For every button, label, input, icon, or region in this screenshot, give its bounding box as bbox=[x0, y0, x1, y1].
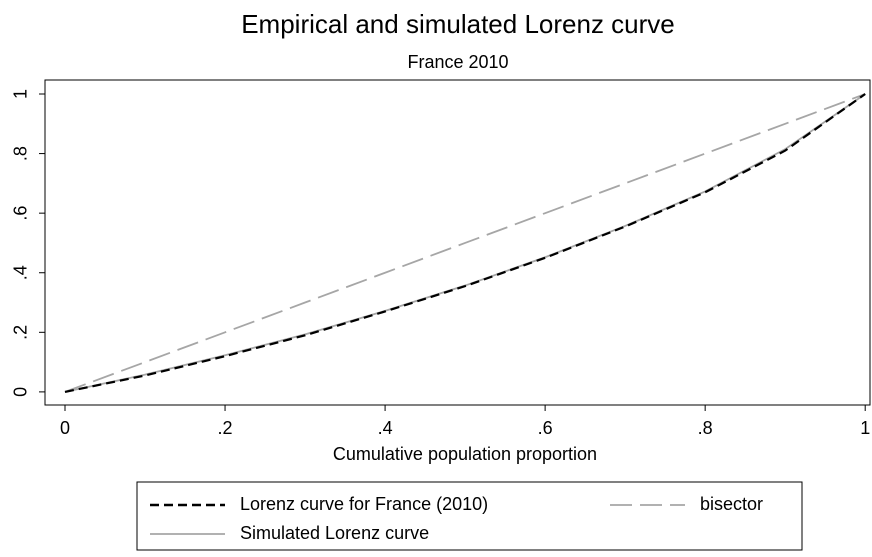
x-tick-label: .4 bbox=[378, 418, 393, 438]
y-tick-label: .2 bbox=[11, 325, 31, 340]
x-tick-label: .8 bbox=[698, 418, 713, 438]
plot-frame bbox=[44, 79, 871, 406]
series-line bbox=[64, 93, 866, 393]
chart-subtitle: France 2010 bbox=[407, 52, 508, 72]
x-tick-label: 0 bbox=[60, 418, 70, 438]
legend-label: Simulated Lorenz curve bbox=[240, 523, 429, 543]
y-tick-label: .6 bbox=[11, 206, 31, 221]
legend-label: bisector bbox=[700, 494, 763, 514]
series-line bbox=[64, 93, 866, 393]
y-tick-label: .4 bbox=[11, 265, 31, 280]
chart-title: Empirical and simulated Lorenz curve bbox=[241, 9, 675, 39]
y-tick-label: .8 bbox=[11, 146, 31, 161]
y-tick-label: 1 bbox=[11, 89, 31, 99]
legend-box bbox=[136, 481, 803, 551]
legend-label: Lorenz curve for France (2010) bbox=[240, 494, 488, 514]
x-tick-label: .6 bbox=[538, 418, 553, 438]
y-tick-label: 0 bbox=[11, 387, 31, 397]
x-axis-label: Cumulative population proportion bbox=[333, 444, 597, 464]
x-tick-label: .2 bbox=[218, 418, 233, 438]
x-tick-label: 1 bbox=[860, 418, 870, 438]
